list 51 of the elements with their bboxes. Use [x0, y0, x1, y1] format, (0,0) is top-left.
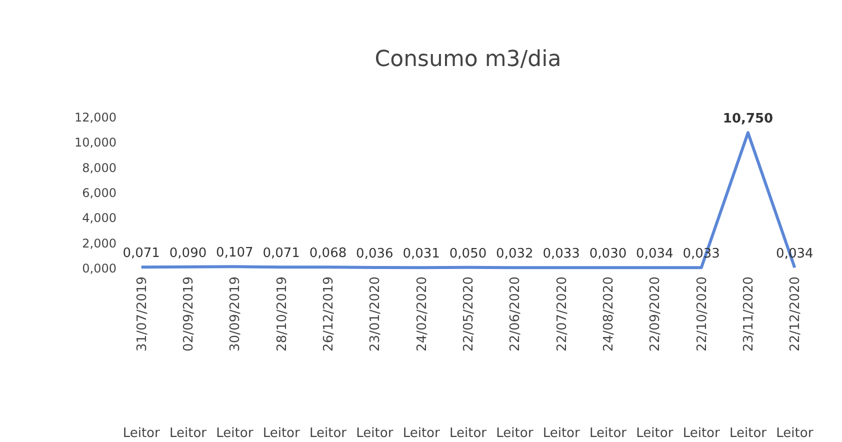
x-tick-label: 30/09/2019: [228, 276, 244, 352]
x-tick-label: 23/11/2020: [742, 276, 756, 352]
text: Leitor: [402, 426, 440, 441]
data-label: 0,033: [542, 246, 580, 262]
y-tick-label: 0,000: [82, 262, 116, 276]
x-tick-label: 22/06/2020: [508, 276, 524, 352]
data-label: 0,090: [169, 246, 207, 261]
data-label: 0,032: [496, 246, 534, 262]
y-tick-label: 10,000: [74, 136, 116, 150]
x-tick-label: 31/07/2019: [134, 276, 150, 352]
y-tick-label: 6,000: [82, 186, 116, 200]
data-label: 0,030: [589, 246, 627, 262]
y-tick-label: 8,000: [82, 160, 116, 175]
data-label: 0,036: [356, 246, 394, 262]
data-label: 0,031: [402, 246, 440, 262]
data-label: 0,068: [309, 246, 347, 262]
data-label: 0,071: [262, 246, 300, 262]
text: Leitor: [309, 426, 348, 441]
data-label: 0,034: [636, 246, 674, 262]
text: Leitor: [496, 426, 534, 441]
x-tick-label: 24/02/2020: [414, 276, 430, 352]
text: Leitor: [122, 426, 160, 441]
text: Leitor: [449, 426, 488, 441]
x-tick-label: 22/10/2020: [694, 276, 710, 352]
text: Leitor: [729, 426, 768, 441]
y-tick-label: 12,000: [74, 110, 116, 124]
text: Leitor: [216, 426, 254, 441]
text: Leitor: [682, 426, 720, 441]
chart-title: Consumo m3/dia: [374, 47, 562, 72]
data-label: 0,071: [122, 246, 160, 262]
x-tick-label: 02/09/2019: [182, 276, 196, 352]
text: Leitor: [542, 426, 580, 441]
x-tick-label: 22/09/2020: [648, 276, 664, 352]
x-tick-label: 28/10/2019: [274, 276, 290, 352]
text: Leitor: [776, 426, 814, 441]
x-tick-label: 22/07/2020: [554, 276, 570, 352]
data-label: 0,050: [449, 246, 487, 262]
x-tick-label: 22/05/2020: [462, 276, 476, 352]
data-label: 10,750: [722, 112, 774, 127]
text: Leitor: [169, 426, 208, 441]
x-tick-label: 22/12/2020: [788, 276, 804, 352]
x-tick-label: 24/08/2020: [602, 276, 616, 352]
y-tick-label: 2,000: [82, 236, 116, 250]
text: Leitor: [262, 426, 300, 441]
text: Leitor: [589, 426, 628, 441]
x-tick-label: 23/01/2020: [368, 276, 384, 352]
data-label: 0,107: [216, 246, 254, 261]
y-tick-label: 4,000: [82, 211, 116, 226]
text: Leitor: [636, 426, 674, 441]
text: Leitor: [356, 426, 394, 441]
x-tick-label: 26/12/2019: [322, 276, 336, 352]
